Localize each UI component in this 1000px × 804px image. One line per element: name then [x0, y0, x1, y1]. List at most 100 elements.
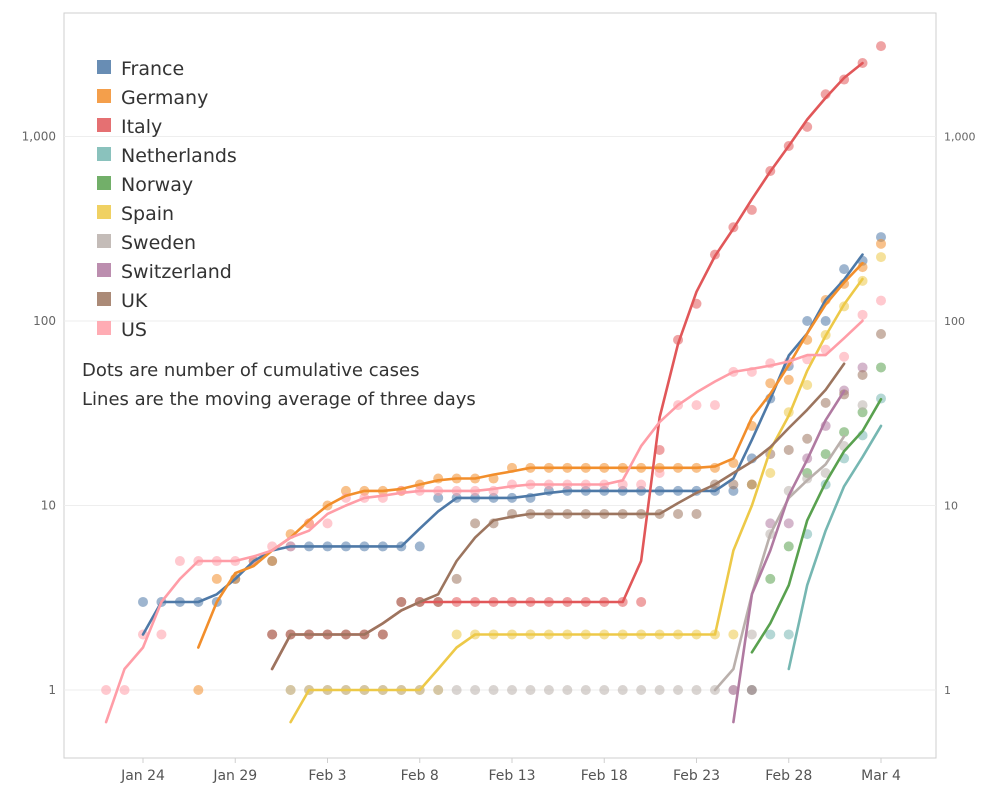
data-point-sweden [562, 685, 573, 695]
data-point-germany [340, 485, 351, 496]
data-point-us [839, 351, 850, 362]
data-point-us [691, 400, 702, 411]
data-point-sweden [857, 400, 868, 411]
legend-swatch-switzerland [97, 263, 111, 277]
x-tick-label: Feb 18 [581, 768, 628, 784]
data-point-uk [267, 629, 278, 640]
series-line-switzerland [732, 389, 846, 724]
data-point-us [119, 685, 130, 695]
legend-swatch-norway [97, 176, 111, 190]
data-point-germany [765, 378, 776, 389]
legend-label-italy: Italy [121, 116, 162, 138]
data-point-us [654, 468, 665, 479]
data-point-germany [267, 556, 278, 567]
x-tick-label: Feb 23 [673, 768, 720, 784]
legend-label-sweden: Sweden [121, 232, 196, 254]
data-point-sweden [673, 685, 684, 695]
data-point-italy [876, 41, 886, 52]
series-line-norway [750, 397, 883, 654]
data-point-france [414, 541, 425, 552]
data-point-uk [746, 479, 757, 490]
series-line-netherlands [787, 424, 883, 671]
data-point-norway [857, 407, 868, 418]
data-point-norway [783, 541, 794, 552]
data-point-france [839, 264, 850, 275]
data-point-sweden [470, 685, 481, 695]
dots-layer [101, 41, 886, 695]
data-point-germany [876, 238, 886, 249]
legend-label-france: France [121, 58, 184, 80]
data-point-sweden [525, 685, 536, 695]
legend-swatch-france [97, 60, 111, 74]
data-point-uk [820, 397, 831, 408]
data-point-switzerland [765, 518, 776, 529]
data-point-sweden [636, 685, 647, 695]
data-point-uk [451, 573, 462, 584]
annotation-line: Dots are number of cumulative cases [82, 360, 419, 381]
series-line-sweden [713, 435, 846, 692]
data-point-france [820, 316, 831, 326]
data-point-uk [673, 508, 684, 519]
data-point-france [433, 492, 444, 503]
data-point-germany [193, 685, 204, 695]
data-point-france [138, 596, 148, 607]
data-point-uk [377, 629, 388, 640]
y-tick-label-left: 1 [48, 683, 56, 697]
data-point-sweden [451, 685, 462, 695]
legend-swatch-netherlands [97, 147, 111, 161]
data-point-us [304, 518, 315, 529]
series-line-germany [197, 261, 864, 649]
y-tick-label-left: 100 [33, 314, 56, 328]
data-point-us [101, 685, 112, 695]
data-point-spain [876, 252, 886, 263]
legend-swatch-spain [97, 205, 111, 219]
data-point-norway [876, 362, 886, 373]
data-point-sweden [599, 685, 610, 695]
legend-label-us: US [121, 319, 147, 341]
data-point-norway [820, 449, 831, 460]
data-point-uk [876, 329, 886, 340]
legend: France Germany Italy Netherlands Norway Spain… [97, 58, 237, 341]
legend-label-germany: Germany [121, 87, 208, 109]
data-point-uk [470, 518, 481, 529]
data-point-us [174, 556, 185, 567]
legend-label-uk: UK [121, 290, 148, 312]
y-tick-label-right: 100 [944, 315, 965, 328]
data-point-uk [728, 479, 739, 490]
data-point-sweden [543, 685, 554, 695]
legend-swatch-uk [97, 292, 111, 306]
data-point-uk [691, 508, 702, 519]
x-tick-label: Feb 13 [488, 768, 535, 784]
data-point-netherlands [783, 629, 794, 640]
data-point-germany [211, 573, 222, 584]
data-point-netherlands [765, 629, 776, 640]
data-point-norway [765, 573, 776, 584]
data-point-spain [802, 379, 813, 390]
data-point-sweden [488, 685, 499, 695]
legend-swatch-sweden [97, 234, 111, 248]
legend-swatch-germany [97, 89, 111, 103]
data-point-sweden [580, 685, 591, 695]
data-point-spain [765, 468, 776, 479]
legend-label-switzerland: Switzerland [121, 261, 232, 283]
data-point-switzerland [857, 362, 868, 373]
data-point-spain [451, 629, 462, 640]
data-point-switzerland [746, 685, 757, 695]
data-point-sweden [746, 629, 757, 640]
data-point-sweden [285, 685, 296, 695]
data-point-germany [783, 374, 794, 385]
data-point-us [636, 479, 647, 490]
legend-swatch-italy [97, 118, 111, 132]
x-tick-label: Jan 29 [212, 768, 257, 784]
data-point-us [857, 309, 868, 320]
x-tick-label: Feb 28 [765, 768, 812, 784]
data-point-spain [728, 629, 739, 640]
grid-layer [64, 136, 936, 691]
data-point-italy [636, 596, 647, 607]
data-point-sweden [617, 685, 628, 695]
data-point-us [322, 518, 333, 529]
data-point-switzerland [728, 685, 739, 695]
y-tick-label-left: 10 [41, 499, 56, 513]
data-point-sweden [507, 685, 517, 695]
